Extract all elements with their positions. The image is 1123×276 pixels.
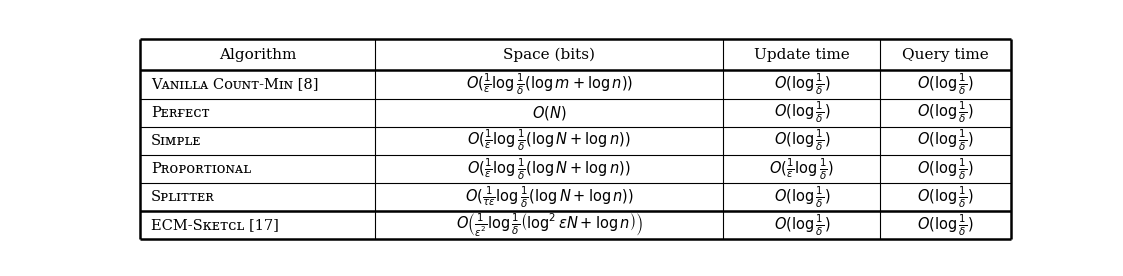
Text: Space (bits): Space (bits)	[503, 48, 595, 62]
Text: $O(\log \frac{1}{\delta})$: $O(\log \frac{1}{\delta})$	[917, 100, 974, 125]
Text: $O(\log \frac{1}{\delta})$: $O(\log \frac{1}{\delta})$	[917, 128, 974, 153]
Text: $O(\log \frac{1}{\delta})$: $O(\log \frac{1}{\delta})$	[774, 100, 830, 125]
Text: Vᴀɴɪʟʟᴀ Cᴏᴜɴᴛ-Mɪɴ [8]: Vᴀɴɪʟʟᴀ Cᴏᴜɴᴛ-Mɪɴ [8]	[150, 78, 318, 92]
Text: $O\left(\frac{1}{\varepsilon^2} \log \frac{1}{\delta} \left(\log^2 \varepsilon N: $O\left(\frac{1}{\varepsilon^2} \log \fr…	[456, 212, 643, 239]
Text: $O(\log \frac{1}{\delta})$: $O(\log \frac{1}{\delta})$	[917, 156, 974, 182]
Text: Sɪᴍᴘʟᴇ: Sɪᴍᴘʟᴇ	[150, 134, 201, 148]
Text: $O(\frac{1}{\varepsilon} \log \frac{1}{\delta})$: $O(\frac{1}{\varepsilon} \log \frac{1}{\…	[769, 156, 834, 182]
Text: $O(\log \frac{1}{\delta})$: $O(\log \frac{1}{\delta})$	[774, 128, 830, 153]
Text: $O(\frac{1}{\varepsilon} \log \frac{1}{\delta}(\log N + \log n))$: $O(\frac{1}{\varepsilon} \log \frac{1}{\…	[467, 156, 631, 182]
Text: $O(\log \frac{1}{\delta})$: $O(\log \frac{1}{\delta})$	[917, 213, 974, 238]
Text: $O(\frac{1}{\tau\varepsilon} \log \frac{1}{\delta}(\log N + \log n))$: $O(\frac{1}{\tau\varepsilon} \log \frac{…	[465, 184, 634, 210]
Text: $O(\log \frac{1}{\delta})$: $O(\log \frac{1}{\delta})$	[917, 72, 974, 97]
Text: $O(\log \frac{1}{\delta})$: $O(\log \frac{1}{\delta})$	[774, 72, 830, 97]
Text: Pᴇʀғᴇᴄᴛ: Pᴇʀғᴇᴄᴛ	[150, 106, 210, 120]
Text: $O(\frac{1}{\varepsilon} \log \frac{1}{\delta}(\log N + \log n))$: $O(\frac{1}{\varepsilon} \log \frac{1}{\…	[467, 128, 631, 153]
Text: Pʀᴏᴘᴏʀᴛɪᴏɴᴀʟ: Pʀᴏᴘᴏʀᴛɪᴏɴᴀʟ	[150, 162, 250, 176]
Text: $O(\log \frac{1}{\delta})$: $O(\log \frac{1}{\delta})$	[774, 184, 830, 210]
Text: $O(\log \frac{1}{\delta})$: $O(\log \frac{1}{\delta})$	[917, 184, 974, 210]
Text: Sᴘʟɪᴛᴛᴇʀ: Sᴘʟɪᴛᴛᴇʀ	[150, 190, 214, 204]
Text: Update time: Update time	[754, 48, 850, 62]
Text: $O(N)$: $O(N)$	[532, 104, 567, 122]
Text: Query time: Query time	[902, 48, 988, 62]
Text: ECM-Sᴋᴇᴛᴄʟ [17]: ECM-Sᴋᴇᴛᴄʟ [17]	[150, 218, 279, 232]
Text: Algorithm: Algorithm	[219, 48, 296, 62]
Text: $O(\frac{1}{\varepsilon} \log \frac{1}{\delta}(\log m + \log n))$: $O(\frac{1}{\varepsilon} \log \frac{1}{\…	[466, 72, 633, 97]
Text: $O(\log \frac{1}{\delta})$: $O(\log \frac{1}{\delta})$	[774, 213, 830, 238]
